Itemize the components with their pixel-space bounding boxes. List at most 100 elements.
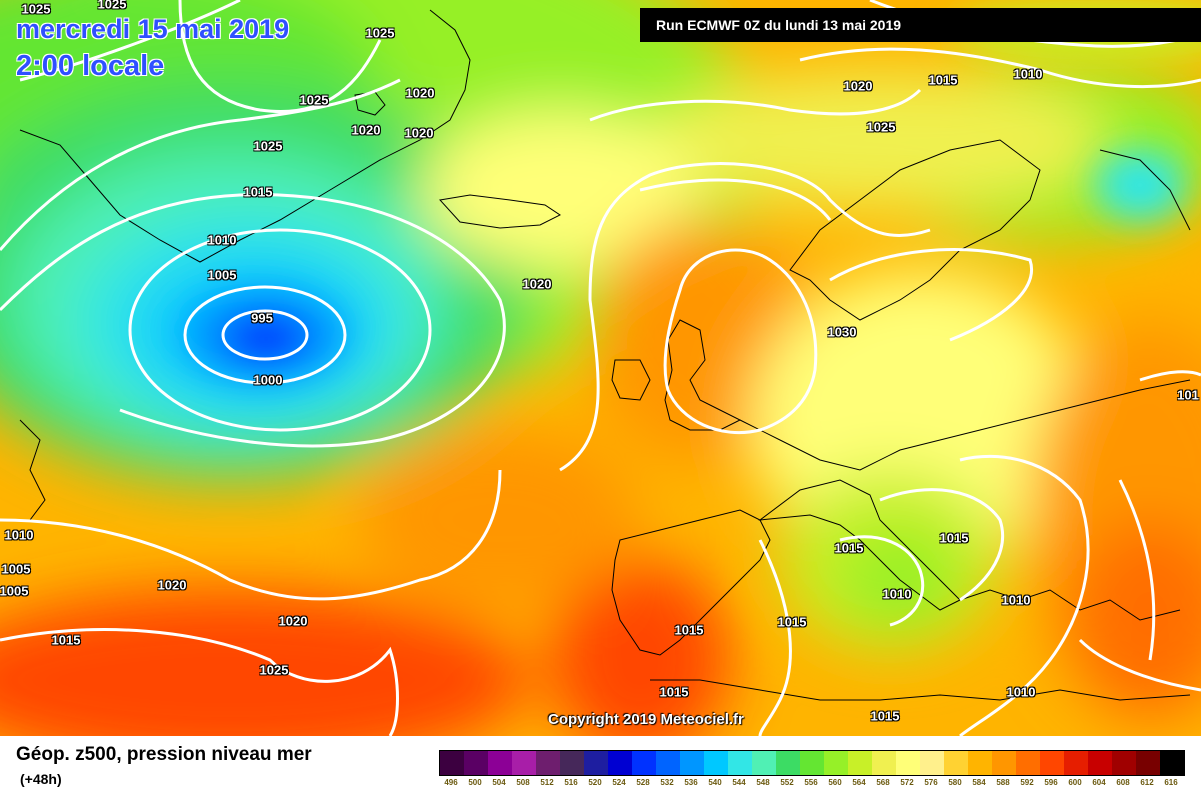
colorbar-swatch [992, 751, 1016, 775]
legend-subtitle: (+48h) [20, 771, 62, 787]
colorbar-swatch [704, 751, 728, 775]
isobar-label: 1010 [1013, 66, 1043, 82]
colorbar-swatch [968, 751, 992, 775]
isobar-label: 1010 [1001, 592, 1031, 608]
colorbar-level-label: 544 [732, 778, 746, 787]
map-canvas [0, 0, 1201, 736]
run-info-banner: Run ECMWF 0Z du lundi 13 mai 2019 [640, 8, 1201, 42]
colorbar-level-label: 532 [660, 778, 674, 787]
isobar-label: 1025 [365, 25, 395, 41]
colorbar-swatch [1016, 751, 1040, 775]
isobar-label: 1025 [299, 92, 329, 108]
colorbar-level-label: 608 [1116, 778, 1130, 787]
colorbar-level-label: 520 [588, 778, 602, 787]
colorbar-level-label: 516 [564, 778, 578, 787]
isobar-label: 1025 [21, 1, 51, 17]
colorbar-swatch [800, 751, 824, 775]
colorbar-level-label: 612 [1140, 778, 1154, 787]
colorbar-level-label: 504 [492, 778, 506, 787]
colorbar-level-label: 524 [612, 778, 626, 787]
colorbar-swatch [656, 751, 680, 775]
colorbar-level-label: 552 [780, 778, 794, 787]
colorbar-swatch [1088, 751, 1112, 775]
forecast-date: mercredi 15 mai 2019 [16, 14, 290, 44]
isobar-label: 1015 [777, 614, 807, 630]
isobar-label: 995 [251, 310, 273, 326]
colorbar-level-label: 548 [756, 778, 770, 787]
colorbar-swatch [536, 751, 560, 775]
isobar-label: 1020 [843, 78, 873, 94]
isobar-label: 1015 [51, 632, 81, 648]
colorbar-swatch [560, 751, 584, 775]
colorbar-swatch [464, 751, 488, 775]
isobar-label: 101 [1177, 387, 1199, 403]
geopotential-shading [0, 0, 1201, 736]
coastlines [19, 9, 1191, 701]
colorbar-level-label: 500 [468, 778, 482, 787]
isobar-label: 1005 [1, 561, 31, 577]
colorbar-level-label: 604 [1092, 778, 1106, 787]
colorbar-swatch [728, 751, 752, 775]
colorbar-level-label: 584 [972, 778, 986, 787]
isobar-label: 1020 [405, 85, 435, 101]
isobar-label: 1010 [207, 232, 237, 248]
colorbar-level-label: 592 [1020, 778, 1034, 787]
colorbar-swatch [1112, 751, 1136, 775]
colorbar-swatch [608, 751, 632, 775]
isobar-label: 1000 [253, 372, 283, 388]
colorbar-swatch [1136, 751, 1160, 775]
colorbar-swatch [944, 751, 968, 775]
isobar-label: 1015 [928, 72, 958, 88]
colorbar-swatch [872, 751, 896, 775]
isobar-label: 1010 [4, 527, 34, 543]
colorbar-level-label: 556 [804, 778, 818, 787]
colorbar-swatch [440, 751, 464, 775]
colorbar-level-label: 576 [924, 778, 938, 787]
colorbar-swatch [1160, 751, 1184, 775]
colorbar-swatch [584, 751, 608, 775]
colorbar-level-label: 528 [636, 778, 650, 787]
colorbar-level-label: 540 [708, 778, 722, 787]
weather-map: mercredi 15 mai 2019 2:00 locale Run ECM… [0, 0, 1201, 736]
isobar-label: 1025 [866, 119, 896, 135]
colorbar-swatch [896, 751, 920, 775]
isobar-label: 1015 [834, 540, 864, 556]
colorbar-swatch [824, 751, 848, 775]
isobar-label: 1015 [243, 184, 273, 200]
isobar-label: 1005 [0, 583, 29, 599]
colorbar-level-label: 536 [684, 778, 698, 787]
colorbar-level-label: 508 [516, 778, 530, 787]
isobar-label: 1020 [522, 276, 552, 292]
legend-title: Géop. z500, pression niveau mer [16, 744, 312, 765]
colorbar-level-label: 596 [1044, 778, 1058, 787]
colorbar-swatch [1040, 751, 1064, 775]
colorbar-swatch [632, 751, 656, 775]
copyright-text: Copyright 2019 Meteociel.fr [548, 711, 744, 728]
colorbar-level-label: 580 [948, 778, 962, 787]
isobar-label: 1025 [253, 138, 283, 154]
colorbar-swatch [512, 751, 536, 775]
colorbar-swatch [848, 751, 872, 775]
isobar-label: 1015 [939, 530, 969, 546]
isobar-label: 1030 [827, 324, 857, 340]
isobars [0, 0, 1201, 736]
isobar-label: 1015 [659, 684, 689, 700]
colorbar-swatch [752, 751, 776, 775]
colorbar-swatch [680, 751, 704, 775]
isobar-label: 1015 [870, 708, 900, 724]
colorbar-swatch [776, 751, 800, 775]
isobar-label: 1020 [157, 577, 187, 593]
isobar-label: 1010 [1006, 684, 1036, 700]
legend-panel: Géop. z500, pression niveau mer (+48h) 4… [0, 736, 1201, 800]
isobar-label: 1015 [674, 622, 704, 638]
colorbar-level-label: 560 [828, 778, 842, 787]
isobar-label: 1010 [882, 586, 912, 602]
isobar-label: 1025 [97, 0, 127, 12]
colorbar-swatch [488, 751, 512, 775]
colorbar-swatch [920, 751, 944, 775]
colorbar-level-label: 568 [876, 778, 890, 787]
colorbar-level-label: 616 [1164, 778, 1178, 787]
isobar-label: 1025 [259, 662, 289, 678]
colorbar-swatch [1064, 751, 1088, 775]
colorbar-level-label: 588 [996, 778, 1010, 787]
